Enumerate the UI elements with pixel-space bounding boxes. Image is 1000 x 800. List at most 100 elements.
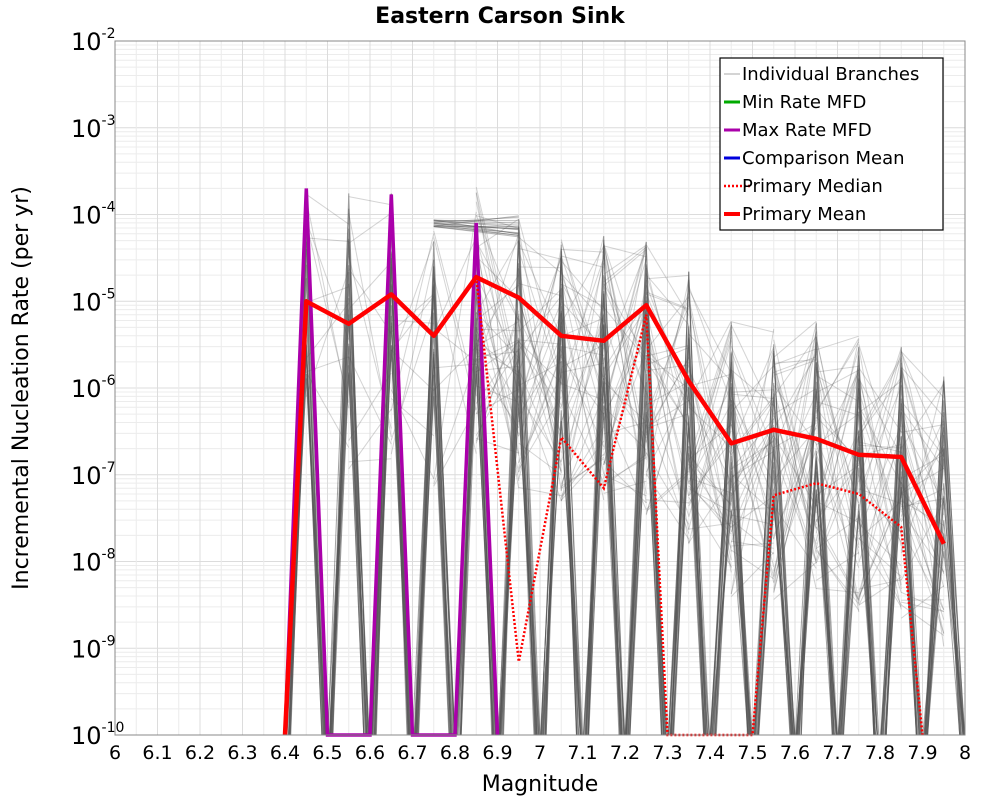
branch-line [518, 283, 562, 297]
branch-line [603, 474, 647, 497]
branch-line [730, 421, 775, 519]
branch-line [900, 383, 945, 449]
primary-mean-line [282, 274, 946, 736]
branch-line [560, 298, 605, 502]
x-axis-ticks: 6 6.1 6.2 6.3 6.4 6.5 6.6 6.7 6.8 6.9 7 7.1 7.2 7.3 7.… [109, 742, 971, 764]
branch-line [624, 246, 665, 736]
branch-line [858, 378, 902, 456]
branch-line [773, 561, 817, 600]
branch-line [645, 308, 690, 497]
branch-line [815, 375, 860, 403]
x-tick-label: 6.2 [185, 742, 215, 764]
branch-line [603, 276, 647, 393]
branch-line [348, 458, 392, 463]
branch-line [475, 330, 520, 406]
branch-line [603, 244, 647, 275]
branch-line [688, 369, 732, 561]
summary-series [282, 188, 946, 737]
branch-line [327, 208, 365, 736]
branch-line [730, 425, 775, 532]
branch-line [926, 427, 961, 736]
branch-line [816, 335, 859, 351]
branch-line [815, 337, 860, 545]
branch-line [688, 340, 732, 496]
x-tick-label: 8 [959, 742, 971, 764]
branch-line [858, 358, 902, 439]
branch-line [816, 588, 859, 594]
branch-line [900, 482, 945, 620]
branch-line [688, 488, 732, 513]
branch-line [688, 446, 732, 549]
branch-line [773, 331, 817, 521]
branch-line [475, 233, 520, 370]
branch-line [518, 236, 562, 274]
branch-line [560, 458, 605, 487]
branch-line [518, 335, 562, 436]
branch-line [348, 356, 392, 445]
branch-line [815, 364, 860, 506]
branch-line [731, 393, 774, 399]
branch-line [603, 243, 647, 458]
branch-line [560, 273, 605, 323]
y-tick-label: 10-4 [71, 200, 116, 230]
branch-line [773, 414, 817, 593]
branch-line [858, 357, 902, 537]
branch-line [646, 345, 689, 357]
branch-line [561, 383, 604, 401]
branch-line [645, 391, 690, 516]
branch-line [688, 403, 732, 483]
branch-line [688, 430, 732, 504]
branch-line [926, 495, 964, 736]
legend: Individual Branches Min Rate MFD Max Rate … [719, 57, 944, 231]
branch-line [560, 313, 605, 490]
branch-line [816, 365, 859, 373]
branch-line [773, 389, 817, 548]
branch-line [773, 388, 817, 415]
branch-line [773, 336, 817, 397]
branch-line [688, 482, 732, 535]
branch-line [815, 430, 860, 523]
x-tick-label: 6 [109, 742, 121, 764]
legend-label: Max Rate MFD [742, 120, 872, 141]
branch-line [433, 216, 519, 224]
branch-line [731, 542, 774, 547]
y-tick-label: 10-2 [71, 26, 116, 56]
branch-line [730, 400, 775, 495]
branch-line [646, 499, 689, 504]
branch-line [815, 396, 860, 601]
branch-line [900, 496, 945, 610]
branch-line [900, 430, 945, 588]
branch-line [603, 457, 647, 484]
branch-line [730, 324, 775, 415]
branch-line [476, 437, 519, 454]
branch-line [518, 318, 562, 406]
branch-line [329, 356, 369, 736]
branch-line [603, 249, 647, 286]
x-tick-label: 7 [534, 742, 546, 764]
branch-line [773, 403, 817, 590]
branch-line [730, 400, 775, 521]
branch-line [645, 470, 690, 510]
branch-line [603, 245, 647, 258]
branch-line [858, 488, 902, 505]
branch-line [561, 317, 604, 337]
branch-line [816, 500, 859, 523]
branch-line [475, 256, 520, 299]
branch-line [815, 519, 860, 600]
branch-line [518, 339, 562, 434]
branch-line [731, 389, 774, 393]
branch-line [688, 333, 732, 382]
branch-line [858, 538, 902, 577]
branch-line [858, 414, 902, 610]
branch-line [688, 441, 732, 497]
branch-line [900, 503, 945, 634]
branch-line [773, 371, 817, 526]
branch-line [688, 330, 732, 485]
x-tick-label: 6.4 [270, 742, 300, 764]
branch-line [688, 485, 732, 528]
branch-line [730, 423, 775, 583]
branch-line [518, 395, 562, 463]
branch-line [560, 246, 605, 324]
primary-median-line [474, 276, 924, 737]
branch-line [901, 424, 944, 433]
